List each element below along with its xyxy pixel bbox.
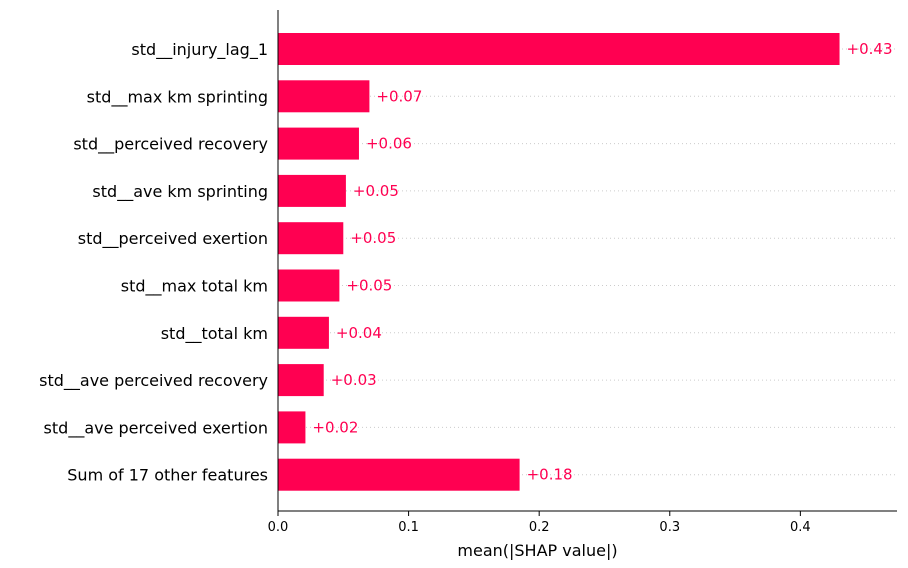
- x-axis-ticks: 0.0 0.1 0.2 0.3 0.4: [268, 511, 811, 535]
- bar: [278, 127, 359, 160]
- category-label: std__ave perceived recovery: [39, 371, 268, 391]
- value-label: +0.04: [336, 324, 382, 342]
- category-label: Sum of 17 other features: [67, 466, 268, 485]
- category-label: std__perceived exertion: [78, 229, 268, 249]
- x-tick-label: 0.1: [398, 520, 419, 535]
- x-tick-label: 0.3: [659, 520, 680, 535]
- category-label: std__max km sprinting: [87, 87, 268, 107]
- bar: [278, 458, 520, 491]
- x-axis-title: mean(|SHAP value|): [457, 541, 617, 560]
- value-label: +0.02: [312, 418, 358, 436]
- bar: [278, 174, 346, 207]
- value-labels: +0.43 +0.07 +0.06 +0.05 +0.05 +0.05 +0.04 +0.03…: [312, 40, 892, 484]
- value-label: +0.05: [346, 277, 392, 295]
- category-label: std__injury_lag_1: [131, 40, 268, 60]
- bars: [278, 33, 840, 491]
- bar: [278, 33, 840, 65]
- category-label: std__max total km: [121, 277, 268, 297]
- bar: [278, 364, 324, 397]
- bar: [278, 222, 344, 255]
- bar: [278, 80, 370, 113]
- bar: [278, 316, 329, 349]
- x-tick-label: 0.0: [268, 520, 289, 535]
- x-tick-label: 0.4: [790, 520, 811, 535]
- category-label: std__total km: [161, 324, 268, 344]
- category-label: std__perceived recovery: [73, 135, 268, 155]
- x-tick-label: 0.2: [529, 520, 550, 535]
- value-label: +0.07: [376, 87, 422, 105]
- value-label: +0.05: [350, 229, 396, 247]
- value-label: +0.18: [527, 466, 573, 484]
- category-label: std__ave perceived exertion: [44, 418, 268, 438]
- bar: [278, 411, 306, 444]
- category-labels: std__injury_lag_1 std__max km sprinting st…: [39, 40, 268, 485]
- value-label: +0.05: [353, 182, 399, 200]
- grid-lines: [278, 48, 897, 476]
- value-label: +0.03: [331, 371, 377, 389]
- value-label: +0.43: [847, 40, 893, 58]
- value-label: +0.06: [366, 135, 412, 153]
- bar: [278, 269, 340, 302]
- category-label: std__ave km sprinting: [92, 182, 268, 202]
